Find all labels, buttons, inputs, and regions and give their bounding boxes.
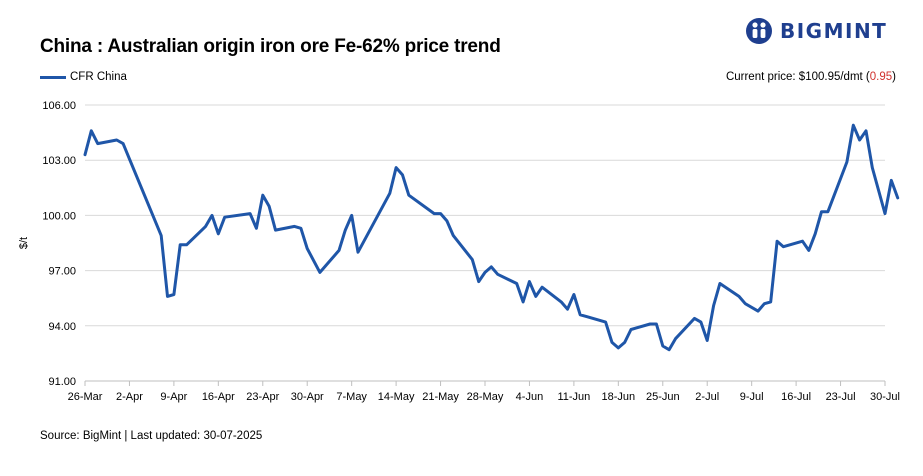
series-line-cfr-china: [83, 123, 900, 352]
x-tick-label: 26-Mar: [68, 391, 103, 403]
current-price: Current price: $100.95/dmt (0.95): [726, 71, 896, 83]
y-tick-label: 103.00: [42, 155, 76, 167]
y-tick-label: 94.00: [48, 321, 76, 333]
y-axis-title: $/t: [18, 237, 30, 249]
legend-label: CFR China: [70, 71, 127, 83]
x-tick-label: 11-Jun: [557, 391, 590, 403]
x-tick-label: 30-Jul: [870, 391, 900, 403]
y-tick-label: 100.00: [42, 210, 76, 222]
x-tick-label: 30-Apr: [291, 391, 324, 403]
y-tick-label: 97.00: [48, 266, 76, 278]
bigmint-logo-icon: [746, 18, 772, 44]
chart-legend: CFR China: [40, 71, 127, 83]
y-tick-label: 106.00: [42, 100, 76, 112]
x-tick-label: 14-May: [378, 391, 415, 403]
x-tick-label: 28-May: [467, 391, 504, 403]
x-tick-label: 2-Apr: [116, 391, 143, 403]
x-tick-label: 23-Jul: [826, 391, 856, 403]
x-tick-label: 18-Jun: [602, 391, 636, 403]
current-price-suffix: ): [892, 71, 896, 83]
bigmint-logo: BIGMINT: [744, 14, 887, 48]
source-note: Source: BigMint | Last updated: 30-07-20…: [40, 430, 263, 442]
x-tick-label: 9-Jul: [740, 391, 764, 403]
x-tick-label: 25-Jun: [646, 391, 680, 403]
logo-text: BIGMINT: [780, 19, 888, 43]
legend-swatch: [40, 75, 66, 79]
x-tick-label: 2-Jul: [695, 391, 719, 403]
x-tick-label: 16-Apr: [202, 391, 235, 403]
x-tick-label: 23-Apr: [246, 391, 279, 403]
price-change: 0.95: [869, 71, 893, 83]
current-price-label: Current price: $100.95/dmt (: [725, 71, 870, 83]
x-tick-label: 7-May: [336, 391, 367, 403]
x-tick-label: 21-May: [422, 391, 459, 403]
chart-title: China : Australian origin iron ore Fe-62…: [40, 36, 501, 57]
y-tick-label: 91.00: [48, 376, 76, 388]
x-tick-label: 16-Jul: [781, 391, 811, 403]
x-tick-label: 9-Apr: [160, 391, 187, 403]
price-chart: 91.00 94.00 97.00 100.00 103.00 106.00 $/t 26-M…: [18, 100, 900, 403]
x-tick-label: 4-Jun: [516, 391, 544, 403]
